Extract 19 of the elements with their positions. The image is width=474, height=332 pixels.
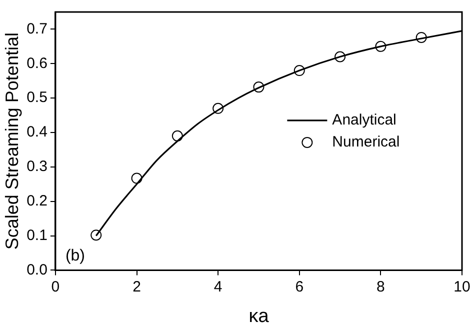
x-tick-label: 8 (376, 278, 385, 296)
y-tick-label: 0.4 (26, 124, 48, 141)
x-tick-label: 4 (214, 278, 222, 296)
x-tick-label: 6 (295, 278, 304, 296)
y-axis-title: Scaled Streaming Potential (2, 32, 22, 250)
legend-label: Analytical (332, 112, 396, 129)
x-tick-label: 0 (51, 278, 60, 296)
annotation: (b) (65, 248, 86, 265)
legend-label: Numerical (332, 134, 400, 151)
x-axis-title: κa (248, 306, 270, 327)
y-tick-label: 0.7 (26, 20, 48, 38)
x-tick-label: 2 (132, 278, 141, 296)
y-tick-label: 0.6 (26, 54, 48, 72)
y-tick-label: 0.2 (26, 192, 48, 210)
y-tick-label: 0.5 (26, 89, 48, 106)
y-tick-label: 0.3 (26, 158, 48, 176)
x-tick-label: 10 (454, 278, 470, 296)
y-tick-label: 0.0 (26, 261, 48, 278)
y-tick-label: 0.1 (26, 226, 48, 244)
